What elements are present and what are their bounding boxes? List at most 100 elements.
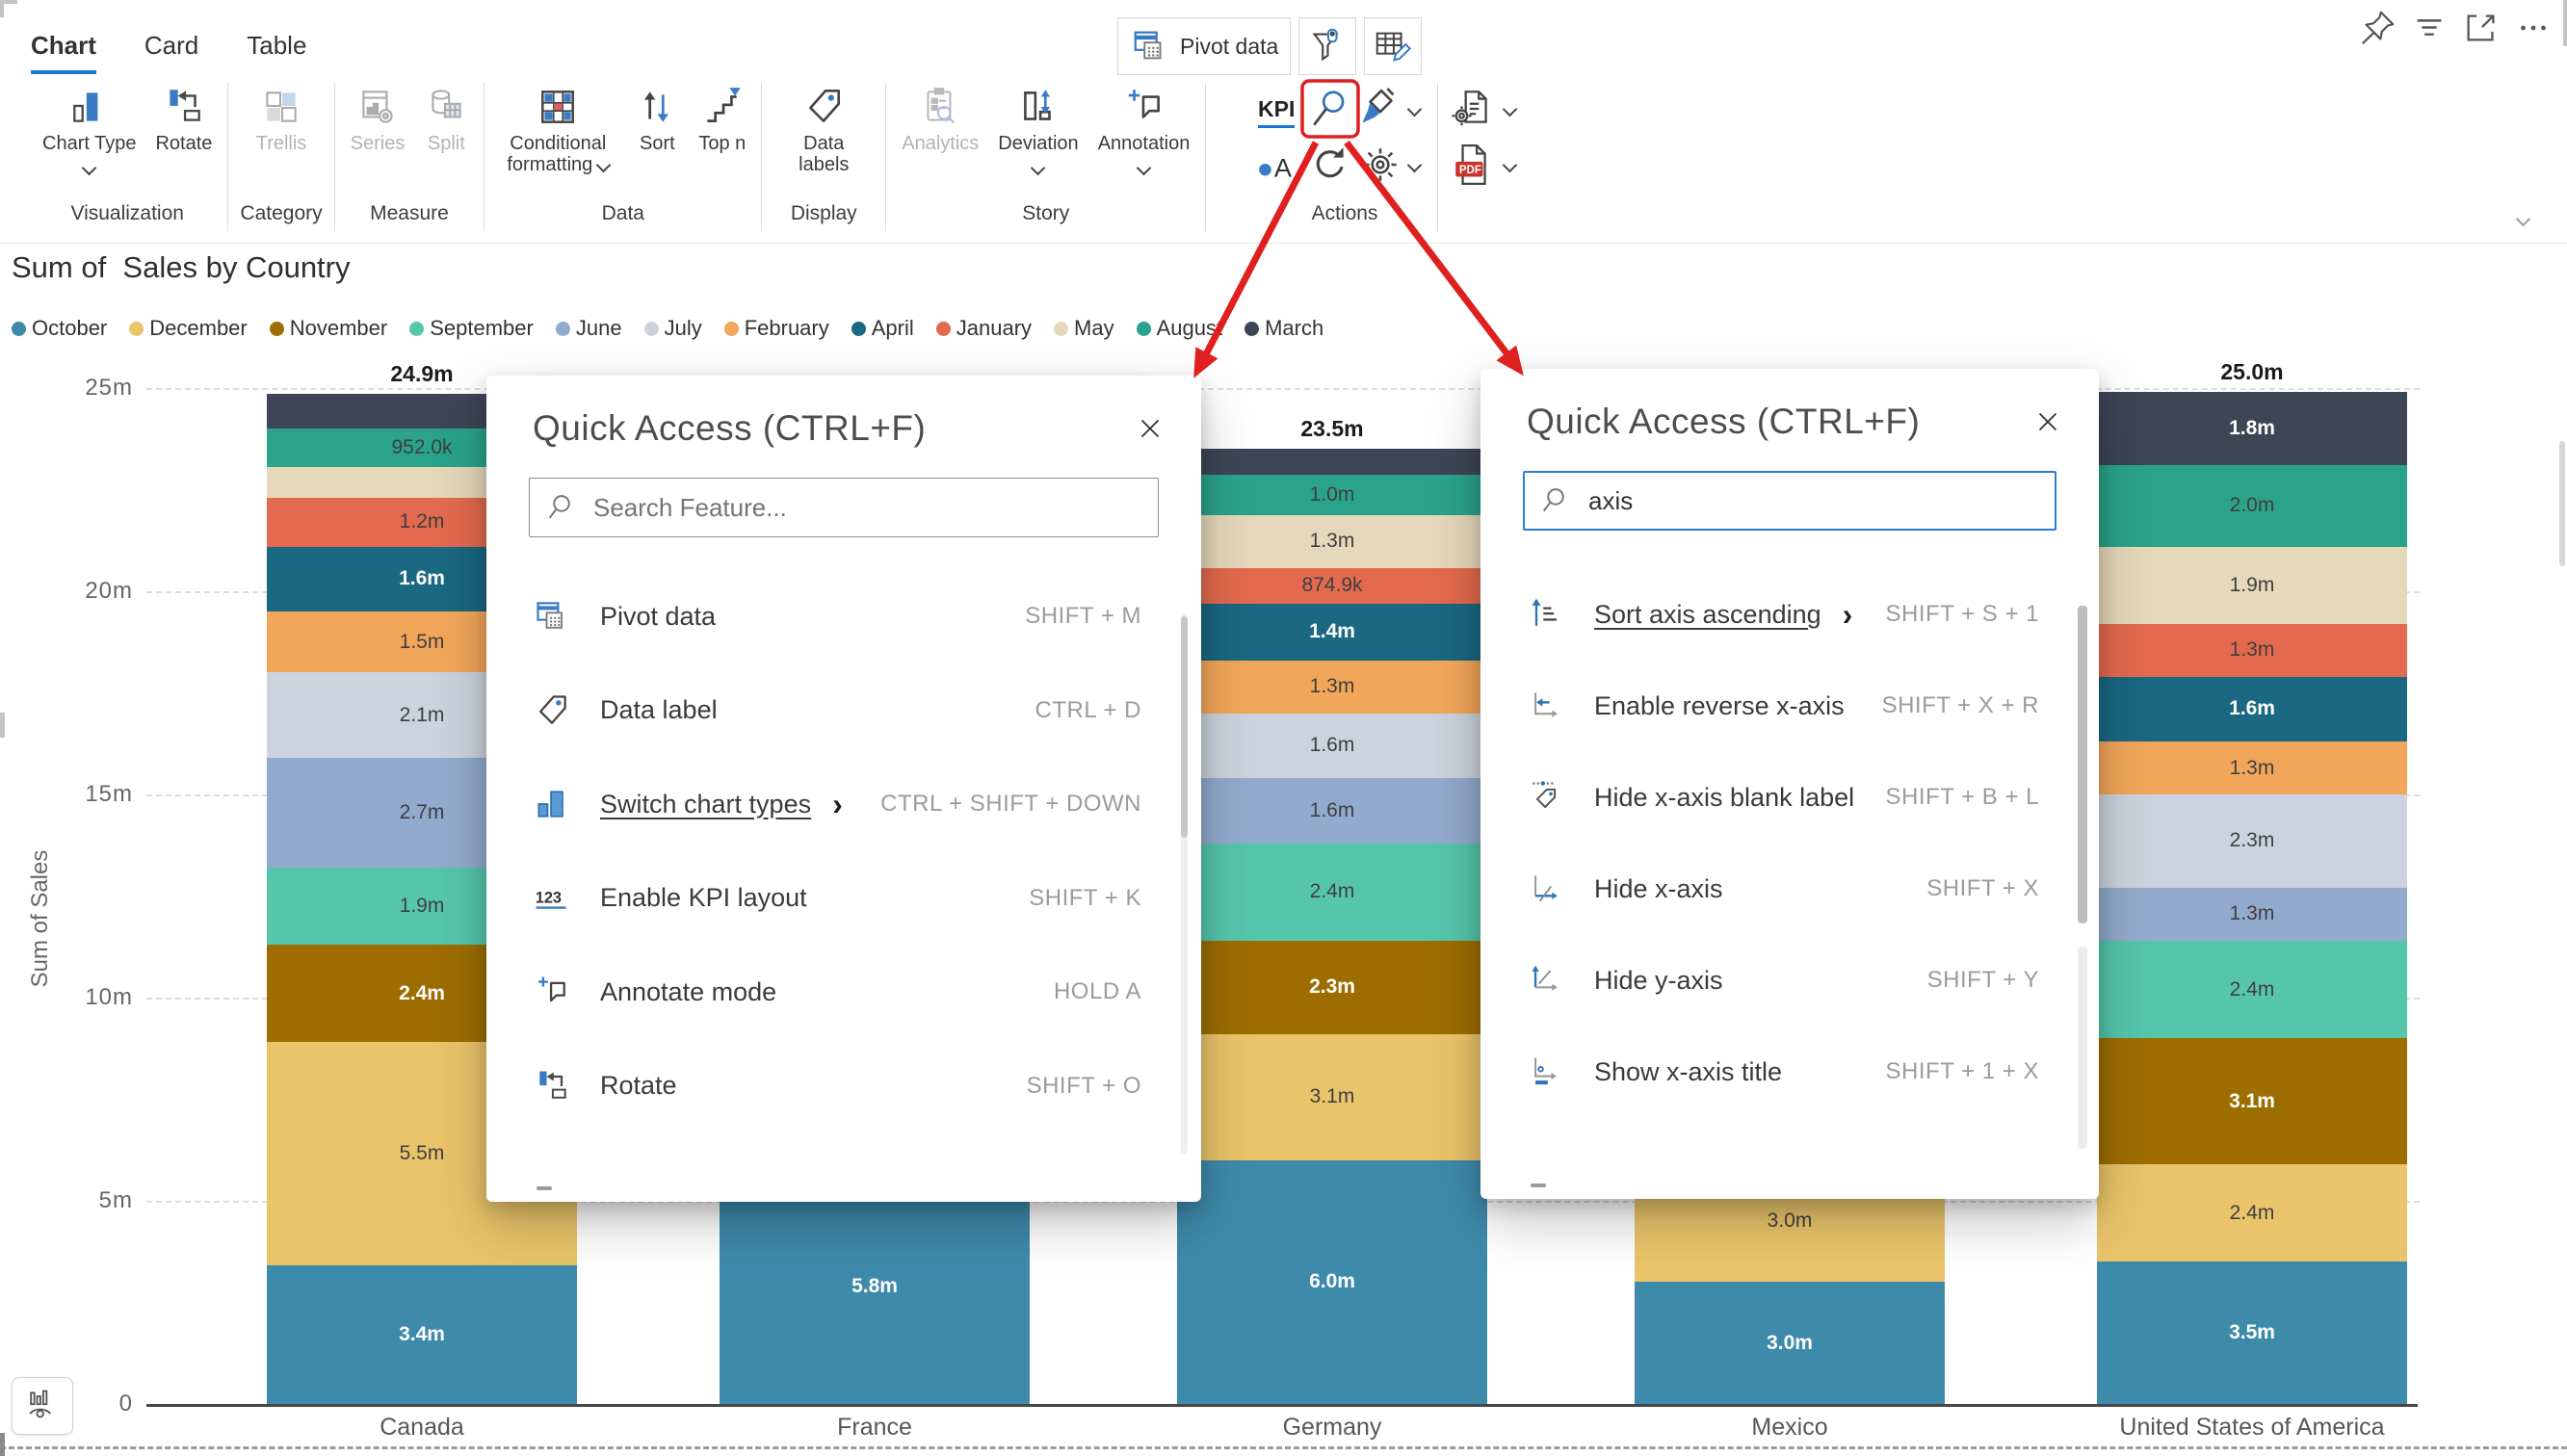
bar-segment-september[interactable]: 2.4m	[1177, 844, 1487, 941]
toggle-data-labels-button[interactable]	[12, 1377, 73, 1435]
dialog-item-switch-chart-types[interactable]: Switch chart types›CTRL + SHIFT + DOWN	[533, 769, 1141, 839]
ribbon-button-data-labels[interactable]: Data labels	[773, 83, 874, 177]
dialog-item-sort-axis-ascending[interactable]: Sort axis ascending›SHIFT + S + 1	[1527, 580, 2039, 649]
paintbrush-button[interactable]	[1358, 87, 1402, 131]
dialog-item-hide-x-axis-blank-label[interactable]: Hide x-axis blank labelSHIFT + B + L	[1527, 763, 2039, 832]
legend-item-november[interactable]: November	[270, 316, 387, 341]
bar-segment-december[interactable]: 2.4m	[2097, 1164, 2407, 1261]
scrollbar-track[interactable]	[2078, 947, 2087, 1149]
ellipsis-icon[interactable]	[2513, 8, 2554, 48]
search-input[interactable]	[1523, 471, 2056, 531]
dialog-item-hide-y-axis[interactable]: Hide y-axisSHIFT + Y	[1527, 946, 2039, 1015]
legend-item-january[interactable]: January	[936, 316, 1032, 341]
visual-resize-border[interactable]	[0, 1446, 2567, 1449]
tab-table[interactable]: Table	[247, 31, 306, 74]
resize-handle[interactable]	[2563, 0, 2567, 46]
bar-segment-august[interactable]: 1.0m	[1177, 475, 1487, 515]
tab-card[interactable]: Card	[144, 31, 198, 74]
search-feature-button[interactable]	[1308, 87, 1352, 131]
chevron-down-icon[interactable]	[1407, 158, 1423, 173]
bar-segment-october[interactable]: 3.4m	[267, 1265, 577, 1403]
ribbon-button-deviation[interactable]: Deviation	[994, 83, 1082, 172]
legend-item-july[interactable]: July	[644, 316, 702, 341]
kpi-toggle-button[interactable]: KPI	[1258, 96, 1295, 128]
dialog-item-rotate[interactable]: RotateSHIFT + O	[533, 1052, 1141, 1121]
bar-segment-october[interactable]: 6.0m	[1177, 1160, 1487, 1404]
legend-item-march[interactable]: March	[1244, 316, 1323, 341]
export-pdf-button[interactable]: PDF	[1451, 143, 1495, 187]
ribbon-button-top-n[interactable]: Top n	[694, 83, 749, 156]
refresh-button[interactable]	[1308, 143, 1352, 187]
ribbon-collapse-button[interactable]	[2518, 212, 2528, 229]
bar-segment-november[interactable]: 3.1m	[2097, 1038, 2407, 1164]
expand-icon[interactable]	[2461, 8, 2502, 48]
legend-item-april[interactable]: April	[851, 316, 914, 341]
bar-segment-april[interactable]: 1.6m	[2097, 677, 2407, 742]
dialog-item-hide-x-axis[interactable]: Hide x-axisSHIFT + X	[1527, 854, 2039, 923]
dialog-item-show-x-axis-title[interactable]: Show x-axis titleSHIFT + 1 + X	[1527, 1037, 2039, 1106]
segment-value-label: 1.6m	[2229, 697, 2275, 720]
bar-segment-february[interactable]: 1.3m	[1177, 661, 1487, 714]
bar-segment-january[interactable]: 1.3m	[2097, 624, 2407, 677]
tab-chart[interactable]: Chart	[31, 31, 96, 74]
bar-segment-may[interactable]: 1.9m	[2097, 547, 2407, 624]
scrollbar-thumb[interactable]	[1181, 616, 1188, 838]
bar-segment-january[interactable]: 874.9k	[1177, 568, 1487, 604]
close-icon[interactable]	[2031, 405, 2064, 438]
legend-item-september[interactable]: September	[409, 316, 534, 341]
dialog-item-annotate-mode[interactable]: Annotate modeHOLD A	[533, 957, 1141, 1027]
bar-segment-march[interactable]: 1.8m	[2097, 392, 2407, 465]
ribbon-button-rotate[interactable]: Rotate	[151, 83, 216, 156]
bar-segment-july[interactable]: 1.6m	[1177, 714, 1487, 779]
dialog-item-data-label[interactable]: Data labelCTRL + D	[533, 676, 1141, 745]
chevron-down-icon[interactable]	[1503, 102, 1518, 117]
bar-united-states-of-america[interactable]: 1.8m2.0m1.9m1.3m1.6m1.3m2.3m1.3m2.4m3.1m…	[2097, 392, 2407, 1404]
lines-icon[interactable]	[2409, 8, 2449, 48]
close-icon[interactable]	[1134, 412, 1166, 445]
bar-france[interactable]: 5.8m	[720, 1168, 1030, 1404]
scrollbar-thumb[interactable]	[2078, 606, 2087, 923]
legend-item-may[interactable]: May	[1054, 316, 1114, 341]
legend-item-june[interactable]: June	[556, 316, 622, 341]
edit-table-button[interactable]	[1364, 17, 1422, 75]
legend-item-august[interactable]: August	[1137, 316, 1223, 341]
resize-handle[interactable]	[0, 713, 5, 738]
ribbon-button-annotation[interactable]: Annotation	[1094, 83, 1194, 172]
bar-segment-february[interactable]: 1.3m	[2097, 741, 2407, 794]
ribbon-button-sort[interactable]: Sort	[631, 83, 683, 156]
bar-segment-august[interactable]: 2.0m	[2097, 465, 2407, 546]
export-settings-button[interactable]	[1451, 87, 1495, 131]
bar-segment-october[interactable]: 3.0m	[1635, 1282, 1945, 1404]
bar-segment-july[interactable]: 2.3m	[2097, 794, 2407, 888]
bar-segment-september[interactable]: 2.4m	[2097, 941, 2407, 1038]
legend-item-october[interactable]: October	[12, 316, 107, 341]
settings-gear-button[interactable]	[1358, 143, 1402, 187]
pin-icon[interactable]	[2357, 8, 2397, 48]
ribbon-button-chart-type[interactable]: Chart Type	[39, 83, 140, 172]
bar-segment-april[interactable]: 1.4m	[1177, 604, 1487, 661]
resize-handle[interactable]	[0, 0, 4, 17]
dialog-item-enable-reverse-x-axis[interactable]: Enable reverse x-axisSHIFT + X + R	[1527, 671, 2039, 741]
filter-button[interactable]	[1298, 17, 1356, 75]
bar-segment-december[interactable]: 3.1m	[1177, 1034, 1487, 1160]
accessibility-a-button[interactable]: A	[1256, 143, 1300, 187]
resize-handle[interactable]	[0, 1433, 5, 1456]
ribbon-button-conditional-formatting[interactable]: Conditional formatting	[496, 83, 619, 177]
legend-item-february[interactable]: February	[724, 316, 829, 341]
bar-segment-november[interactable]: 2.3m	[1177, 941, 1487, 1034]
dialog-item-enable-kpi-layout[interactable]: 123Enable KPI layoutSHIFT + K	[533, 864, 1141, 933]
search-input[interactable]	[529, 478, 1159, 537]
bar-segment-may[interactable]: 1.3m	[1177, 515, 1487, 568]
legend-item-december[interactable]: December	[129, 316, 247, 341]
pivot-data-button[interactable]: Pivot data	[1117, 17, 1291, 75]
bar-segment-march[interactable]	[1177, 449, 1487, 474]
bar-segment-october[interactable]: 3.5m	[2097, 1261, 2407, 1404]
chart-scrollbar[interactable]	[2559, 441, 2565, 566]
chevron-down-icon[interactable]	[1503, 158, 1518, 173]
chevron-down-icon[interactable]	[1407, 102, 1423, 117]
bar-segment-october[interactable]: 5.8m	[720, 1168, 1030, 1404]
dialog-item-pivot-data[interactable]: Pivot dataSHIFT + M	[533, 582, 1141, 651]
bar-segment-june[interactable]: 1.3m	[2097, 888, 2407, 941]
bar-germany[interactable]: 1.0m1.3m874.9k1.4m1.3m1.6m1.6m2.4m2.3m3.…	[1177, 449, 1487, 1404]
bar-segment-june[interactable]: 1.6m	[1177, 778, 1487, 844]
